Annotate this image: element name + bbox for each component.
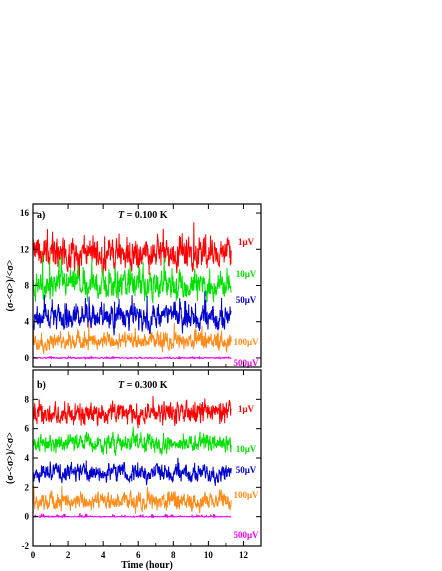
x-tick-label: 8	[171, 550, 176, 560]
series-line-100μV	[32, 321, 232, 354]
series-label: 1μV	[238, 404, 255, 414]
series-line-50μV	[32, 457, 232, 486]
y-tick-label: 4	[25, 317, 30, 327]
x-tick-label: 4	[101, 550, 106, 560]
series-line-50μV	[32, 291, 232, 336]
x-tick-label: 2	[66, 550, 71, 560]
series-line-10μV	[32, 426, 232, 456]
x-tick-label: 10	[204, 550, 214, 560]
series-label: 10μV	[236, 269, 257, 279]
series-label: 50μV	[236, 465, 257, 475]
series-line-100μV	[32, 485, 232, 514]
x-axis-label: Time (hour)	[121, 560, 173, 571]
series-label: 100μV	[233, 337, 259, 347]
y-tick-label: 8	[25, 281, 30, 291]
panel-title: T = 0.300 K	[118, 380, 168, 391]
series-label: 10μV	[236, 444, 257, 454]
y-tick-label: 6	[25, 424, 30, 434]
y-tick-label: 0	[25, 353, 30, 363]
series-label: 50μV	[236, 295, 257, 305]
x-tick-label: 12	[239, 550, 249, 560]
panels-group: 1μV 10μV 50μV 100μV 500μV 0 4 8 12 16 a) T = 0.100 …	[5, 203, 262, 560]
series-line-10μV	[32, 254, 232, 304]
x-tick-label: 6	[136, 550, 141, 560]
y-tick-label: 12	[20, 244, 30, 254]
y-tick-label: 16	[20, 208, 30, 218]
panel-title: T = 0.100 K	[118, 210, 168, 221]
series-line-500μV	[32, 355, 232, 361]
panel-label: a)	[37, 210, 45, 221]
y-tick-label: 8	[25, 394, 30, 404]
series-line-1μV	[32, 396, 232, 429]
x-tick-label: 0	[31, 550, 36, 560]
y-tick-label: 2	[25, 482, 30, 492]
y-tick-label: -2	[22, 541, 30, 551]
y-tick-label: 0	[25, 512, 30, 522]
series-label: 500μV	[233, 530, 259, 540]
panel-a: 1μV 10μV 50μV 100μV 500μV 0 4 8 12 16 a) T = 0.100 …	[5, 203, 262, 368]
series-label: 100μV	[233, 490, 259, 500]
series-line-1μV	[32, 222, 232, 279]
plot-frame	[32, 369, 262, 547]
y-tick-label: 4	[25, 453, 30, 463]
panel-label: b)	[37, 380, 46, 391]
y-axis-label: (σ-<σ>)/<σ>	[5, 432, 16, 484]
series-label: 1μV	[238, 237, 255, 247]
y-axis-label: (σ-<σ>)/<σ>	[5, 259, 16, 311]
series-label: 500μV	[233, 358, 259, 368]
series-line-500μV	[32, 512, 232, 519]
